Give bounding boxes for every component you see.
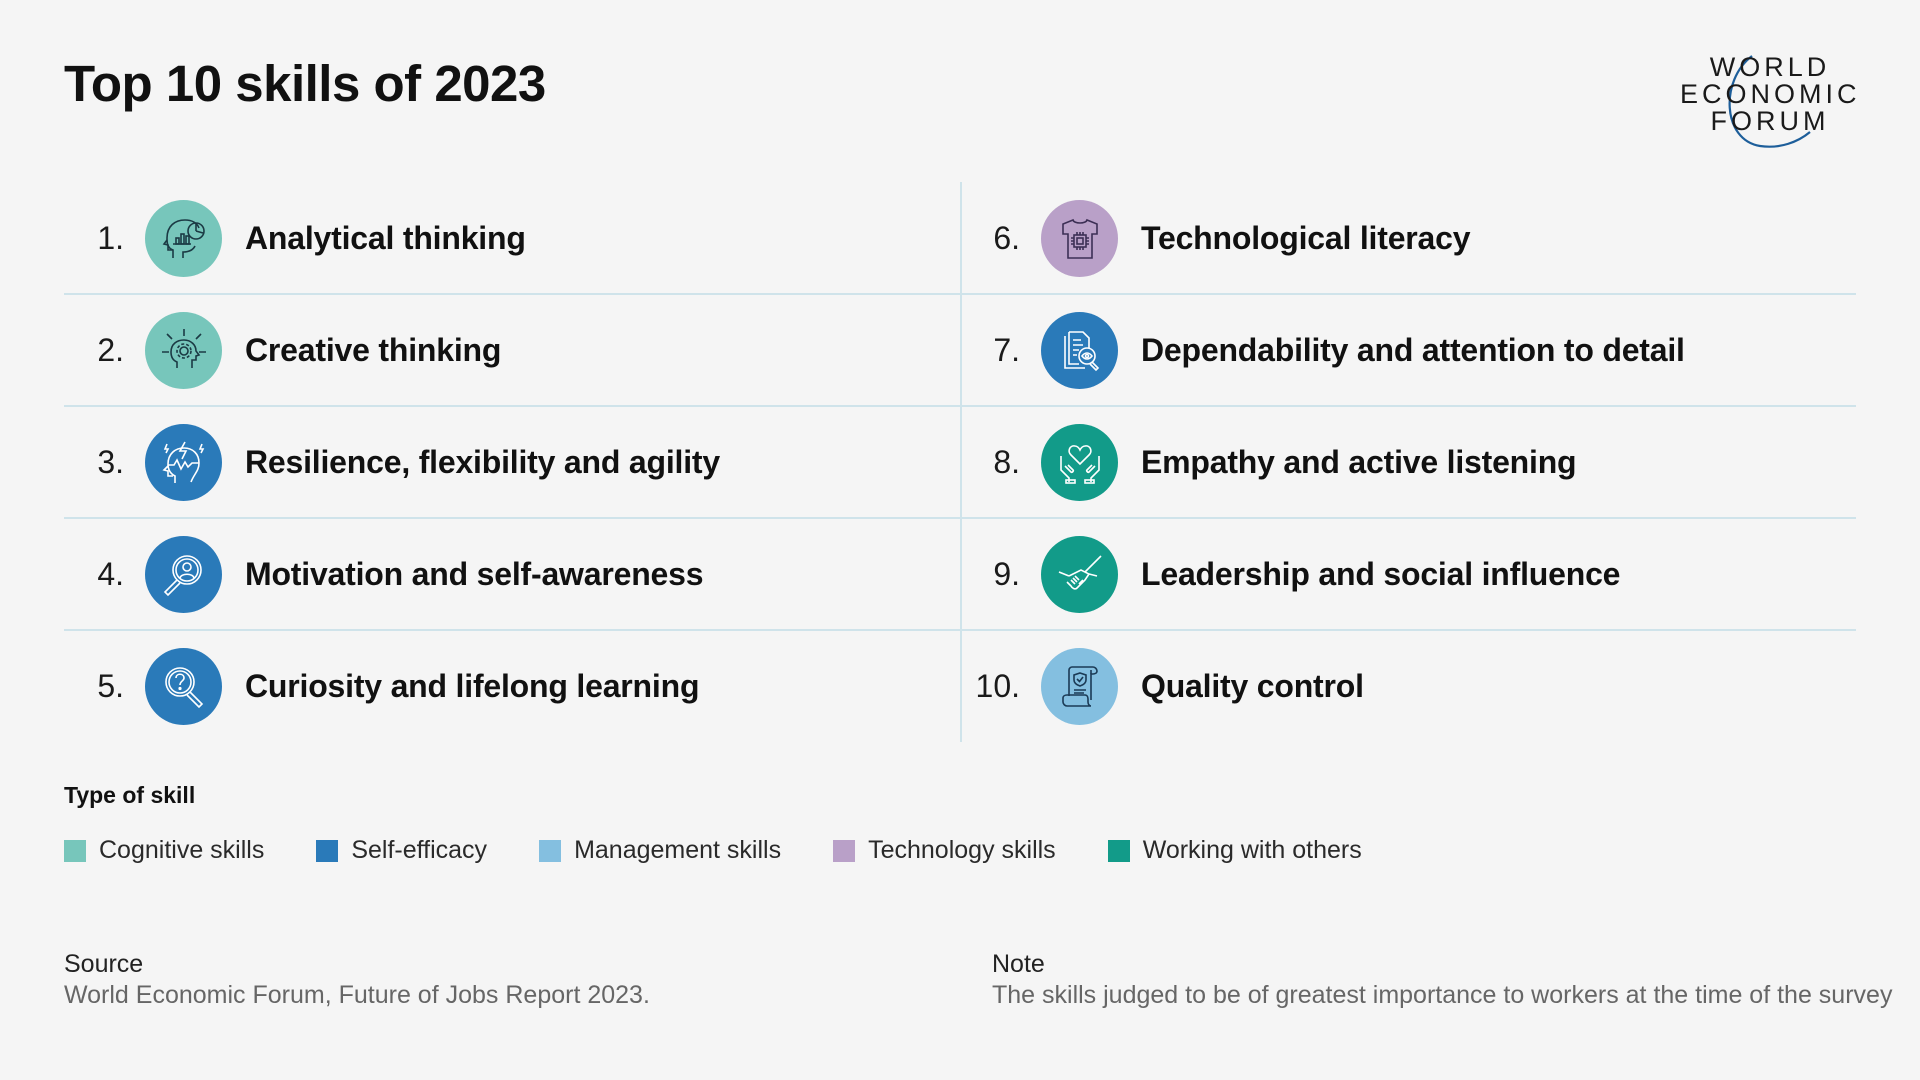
row-divider (960, 517, 1856, 519)
skill-rank: 4. (97, 556, 124, 592)
skill-label: Analytical thinking (245, 220, 526, 256)
legend-label: Cognitive skills (99, 836, 265, 864)
row-divider (64, 629, 960, 631)
row-divider (960, 293, 1856, 295)
skill-row: 4. Motivation and self-awareness (64, 518, 960, 631)
source-label: Source (64, 950, 144, 978)
skill-row: 7. Dependability and attention to detail (960, 294, 1856, 407)
column-divider (960, 182, 962, 742)
handshake-icon (1041, 536, 1118, 613)
skill-rank: 7. (993, 332, 1020, 368)
skill-rank: 2. (97, 332, 124, 368)
logo-line-1: WORLD (1709, 52, 1831, 82)
skill-row: 5. Curiosity and lifelong learning (64, 630, 960, 742)
skill-rank: 3. (97, 444, 124, 480)
row-divider (64, 405, 960, 407)
skill-label: Leadership and social influence (1141, 556, 1621, 592)
skill-row: 6. Technological literacy (960, 182, 1856, 295)
skill-row: 3. Resilience, flexibility and agility (64, 406, 960, 519)
skill-label: Technological literacy (1141, 220, 1471, 256)
legend-swatch (539, 839, 562, 862)
skill-row: 1. Analytical thinking (64, 182, 960, 295)
skill-row: 9. Leadership and social influence (960, 518, 1856, 631)
scroll-shield-icon (1041, 648, 1118, 725)
row-divider (64, 293, 960, 295)
skill-rank: 5. (97, 668, 124, 704)
skills-column-left: 1. Analytical thinking 2. Creative think… (64, 182, 960, 742)
skill-rank: 6. (993, 220, 1020, 256)
legend-swatch (316, 839, 339, 862)
skills-column-right: 6. Technological literacy 7. Dependabili… (960, 182, 1856, 742)
source-text: World Economic Forum, Future of Jobs Rep… (64, 981, 650, 1009)
legend-item-management: Management skills (539, 836, 781, 865)
legend-item-cognitive: Cognitive skills (64, 836, 264, 865)
skill-rank: 8. (993, 444, 1020, 480)
legend-item-self-efficacy: Self-efficacy (316, 836, 487, 865)
document-eye-icon (1041, 312, 1118, 389)
skill-rank: 9. (993, 556, 1020, 592)
row-divider (960, 629, 1856, 631)
skill-row: 10. Quality control (960, 630, 1856, 742)
skill-row: 8. Empathy and active listening (960, 406, 1856, 519)
legend-title: Type of skill (64, 782, 196, 808)
skill-label: Empathy and active listening (1141, 444, 1577, 480)
legend-item-technology: Technology skills (833, 836, 1056, 865)
skill-label: Quality control (1141, 668, 1364, 704)
magnifier-question-icon (145, 648, 222, 725)
head-chart-icon (145, 200, 222, 277)
legend-label: Self-efficacy (351, 836, 488, 864)
skills-table: 1. Analytical thinking 2. Creative think… (64, 182, 1856, 742)
legend-label: Working with others (1142, 836, 1362, 864)
logo-line-3: FORUM (1710, 106, 1830, 136)
skill-label: Dependability and attention to detail (1141, 332, 1685, 368)
skill-label: Creative thinking (245, 332, 502, 368)
skill-label: Motivation and self-awareness (245, 556, 704, 592)
legend-label: Management skills (574, 836, 782, 864)
page-title: Top 10 skills of 2023 (64, 55, 546, 112)
head-lightning-icon (145, 424, 222, 501)
legend-label: Technology skills (868, 836, 1056, 864)
legend-swatch (833, 839, 856, 862)
wef-logo: WORLD ECONOMIC FORUM (1680, 50, 1860, 160)
logo-line-2: ECONOMIC (1680, 79, 1861, 109)
row-divider (64, 517, 960, 519)
logo-arc-icon (1728, 55, 1811, 148)
legend-swatch (64, 839, 86, 862)
legend-swatch (1107, 839, 1130, 862)
row-divider (960, 405, 1856, 407)
hands-heart-icon (1041, 424, 1118, 501)
legend-item-working-with-others: Working with others (1107, 836, 1362, 865)
skill-rank: 1. (97, 220, 124, 256)
skill-row: 2. Creative thinking (64, 294, 960, 407)
skill-label: Resilience, flexibility and agility (245, 444, 720, 480)
legend: Cognitive skills Self-efficacy Managemen… (64, 836, 1414, 865)
note-label: Note (992, 950, 1045, 978)
skill-label: Curiosity and lifelong learning (245, 668, 700, 704)
skill-rank: 10. (975, 668, 1020, 704)
head-gear-icon (145, 312, 222, 389)
magnifier-person-icon (145, 536, 222, 613)
shirt-chip-icon (1041, 200, 1118, 277)
note-text: The skills judged to be of greatest impo… (992, 981, 1893, 1009)
